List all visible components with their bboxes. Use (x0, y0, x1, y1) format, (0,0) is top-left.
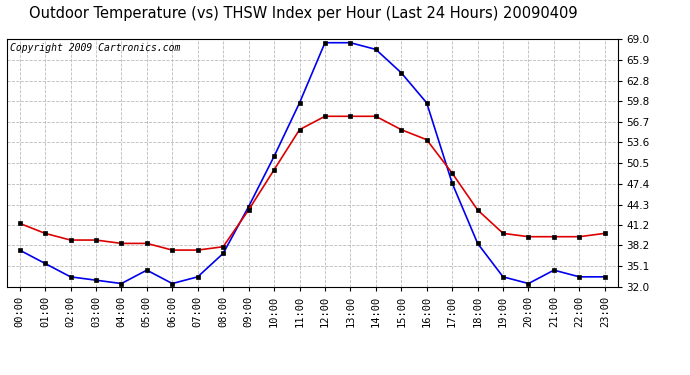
Text: Copyright 2009 Cartronics.com: Copyright 2009 Cartronics.com (10, 43, 180, 53)
Text: Outdoor Temperature (vs) THSW Index per Hour (Last 24 Hours) 20090409: Outdoor Temperature (vs) THSW Index per … (29, 6, 578, 21)
